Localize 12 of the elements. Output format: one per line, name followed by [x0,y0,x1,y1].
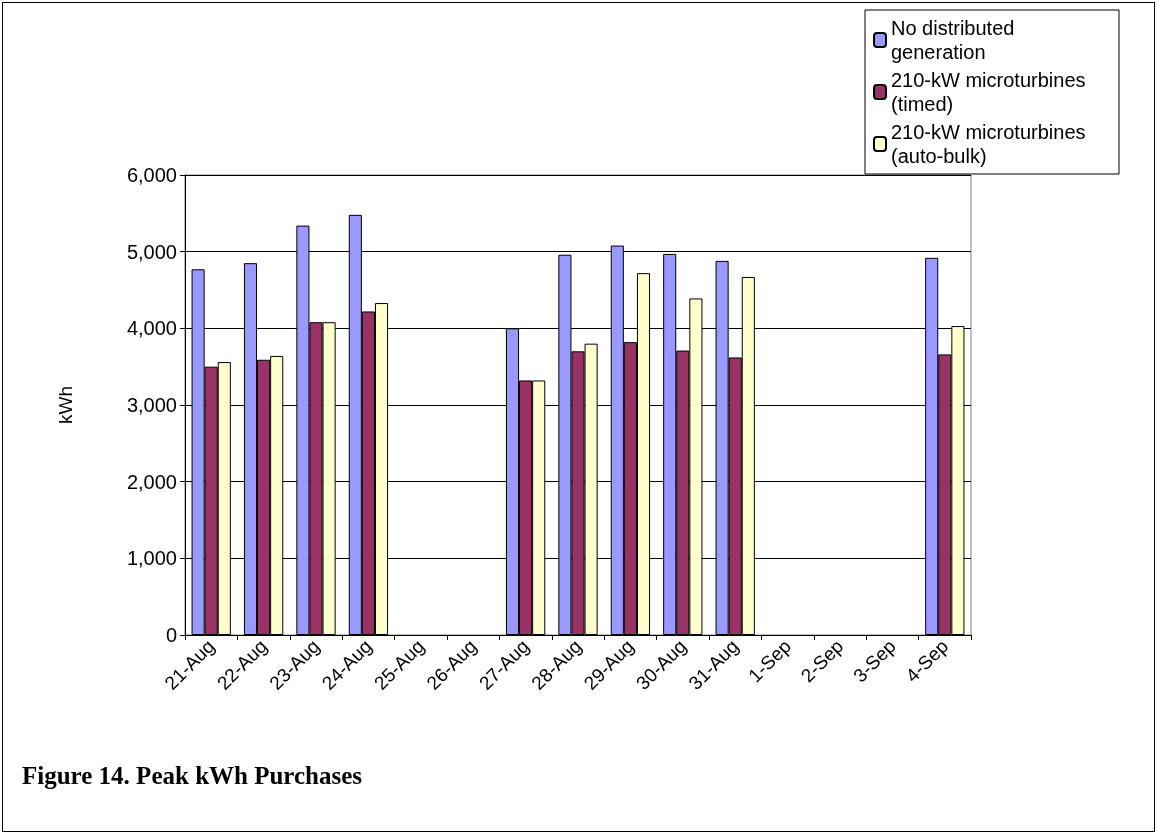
y-axis-title: kWh [55,386,76,424]
legend-label: 210-kW microturbines (auto-bulk) [891,121,1092,167]
y-tick-label: 2,000 [126,470,177,493]
y-tick-label: 3,000 [126,394,177,416]
y-tick-label: 4,000 [126,317,177,340]
y-tick-label: 6,000 [126,164,177,186]
y-tick-label: 1,000 [126,547,177,570]
caption: Figure 14. Peak kWh Purchases [22,762,363,790]
y-tick-label: 5,000 [126,240,177,263]
legend-label: 210-kW microturbines (timed) [891,69,1092,115]
legend-label: No distributed generation [891,17,1020,63]
y-tick-label: 0 [165,624,177,646]
